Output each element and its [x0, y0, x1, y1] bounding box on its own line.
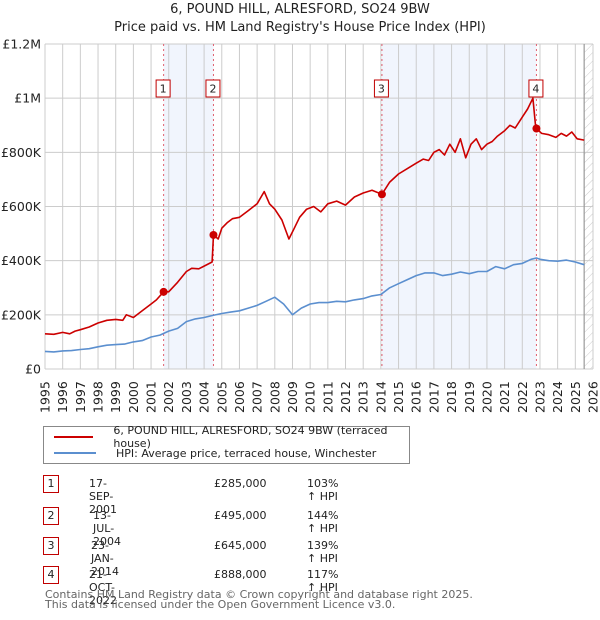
- x-tick-label: 2004: [197, 381, 212, 413]
- footer-line-1: Contains HM Land Registry data © Crown c…: [45, 588, 473, 601]
- legend-label: HPI: Average price, terraced house, Winc…: [116, 446, 377, 460]
- marker-label-box: [205, 79, 221, 98]
- transaction-number: 2: [43, 507, 59, 525]
- y-tick-label: £600K: [1, 199, 42, 214]
- y-tick-label: £0: [25, 362, 41, 377]
- legend-swatch-blue: [54, 452, 96, 454]
- legend-swatch-red: [54, 436, 94, 438]
- sale-point: [209, 230, 218, 239]
- transaction-hpi: 117% ↑ HPI: [307, 568, 339, 594]
- x-tick-label: 2026: [586, 381, 600, 413]
- legend-item-hpi: HPI: Average price, terraced house, Winc…: [54, 445, 376, 461]
- x-tick-label: 2012: [338, 381, 353, 413]
- transaction-number: 1: [43, 475, 59, 493]
- sale-point: [377, 190, 386, 199]
- series-line-hpi: [44, 257, 585, 353]
- transaction-hpi: 103% ↑ HPI: [307, 477, 339, 503]
- x-tick-label: 2023: [532, 381, 547, 413]
- x-tick-label: 1996: [55, 381, 70, 413]
- chart-legend: 6, POUND HILL, ALRESFORD, SO24 9BW (terr…: [43, 424, 410, 464]
- transaction-date: 13-JUL-2004: [93, 509, 121, 548]
- marker-label-box: [528, 79, 544, 98]
- transaction-date: 17-SEP-2001: [89, 477, 117, 516]
- transaction-price: £645,000: [214, 539, 267, 552]
- y-tick-label: £800K: [1, 145, 42, 160]
- x-tick-label: 2025: [568, 381, 583, 413]
- x-tick-label: 1997: [73, 381, 88, 413]
- legend-item-property: 6, POUND HILL, ALRESFORD, SO24 9BW (terr…: [54, 424, 409, 450]
- x-tick-label: 2008: [267, 381, 282, 413]
- x-tick-label: 2017: [426, 381, 441, 413]
- y-tick-label: £1M: [14, 91, 41, 106]
- marker-label: 3: [378, 83, 385, 96]
- legend-label: 6, POUND HILL, ALRESFORD, SO24 9BW (terr…: [113, 424, 388, 450]
- y-tick-label: £200K: [1, 307, 42, 322]
- x-tick-label: 2006: [232, 381, 247, 413]
- series-line-property: [44, 97, 585, 336]
- marker-label-box: [373, 79, 389, 98]
- transaction-price: £495,000: [214, 509, 267, 522]
- transaction-date: 21-OCT-2022: [89, 568, 117, 607]
- x-tick-label: 2022: [515, 381, 530, 413]
- x-tick-label: 2016: [409, 381, 424, 413]
- x-tick-label: 2013: [356, 381, 371, 413]
- sale-point: [532, 124, 541, 133]
- footer-line-2: This data is licensed under the Open Gov…: [45, 598, 396, 611]
- y-tick-label: £400K: [1, 253, 42, 268]
- chart-title: 6, POUND HILL, ALRESFORD, SO24 9BW: [170, 2, 430, 17]
- x-tick-label: 1995: [38, 381, 53, 413]
- x-tick-label: 2007: [250, 381, 265, 413]
- x-tick-label: 2001: [144, 381, 159, 413]
- x-tick-label: 2018: [444, 381, 459, 413]
- x-tick-label: 1999: [108, 381, 123, 413]
- x-tick-label: 2015: [391, 381, 406, 413]
- marker-label: 2: [209, 83, 216, 96]
- price-chart: £0£200K£400K£600K£800K£1M£1.2M 1995 1996 1…: [1, 37, 600, 414]
- x-tick-label: 2003: [179, 381, 194, 413]
- x-tick-label: 2002: [161, 381, 176, 413]
- x-tick-label: 2000: [126, 381, 141, 413]
- x-tick-label: 2024: [550, 381, 565, 413]
- x-tick-label: 2010: [303, 381, 318, 413]
- transaction-number: 4: [43, 566, 59, 584]
- x-tick-label: 1998: [91, 381, 106, 413]
- x-tick-label: 2019: [462, 381, 477, 413]
- transaction-date: 23-JAN-2014: [91, 539, 119, 578]
- transaction-hpi: 144% ↑ HPI: [307, 509, 339, 535]
- y-tick-label: £1.2M: [2, 37, 41, 52]
- x-tick-label: 2009: [285, 381, 300, 413]
- x-tick-label: 2011: [320, 381, 335, 413]
- marker-label: 4: [532, 83, 539, 96]
- transaction-hpi: 139% ↑ HPI: [307, 539, 339, 565]
- x-tick-label: 2021: [497, 381, 512, 413]
- chart-subtitle: Price paid vs. HM Land Registry's House …: [114, 20, 486, 35]
- footer-attribution: Contains HM Land Registry data © Crown c…: [45, 588, 473, 611]
- sale-point: [159, 287, 168, 296]
- marker-label: 1: [160, 83, 167, 96]
- x-tick-label: 2005: [214, 381, 229, 413]
- transaction-price: £285,000: [214, 477, 267, 490]
- x-tick-label: 2020: [479, 381, 494, 413]
- transaction-number: 3: [43, 537, 59, 555]
- x-tick-label: 2014: [373, 381, 388, 413]
- transaction-price: £888,000: [214, 568, 267, 581]
- forecast-region: [584, 44, 593, 369]
- marker-label-box: [155, 79, 171, 98]
